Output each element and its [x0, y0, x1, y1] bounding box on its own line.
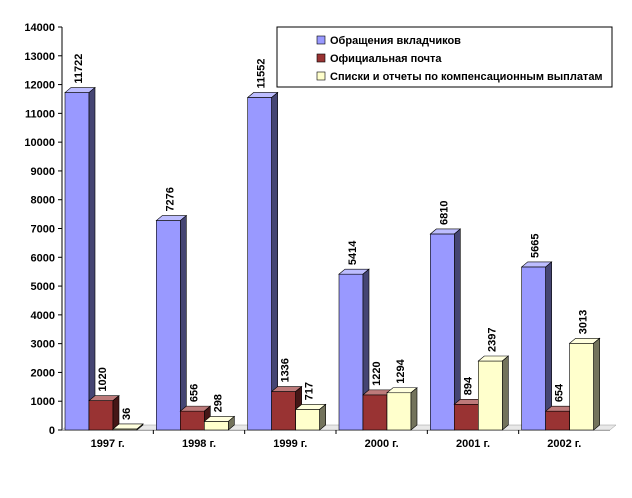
data-label: 11552: [256, 58, 268, 88]
bar-side: [180, 214, 187, 431]
bar: [386, 392, 412, 431]
data-label: 36: [121, 408, 133, 420]
bar: [430, 233, 455, 431]
x-category-label: 1999 г.: [273, 438, 307, 450]
y-tick-label: 2000: [31, 367, 55, 379]
data-label: 894: [462, 376, 474, 395]
data-label: 5414: [347, 240, 359, 265]
data-label: 1294: [395, 358, 407, 383]
bar: [271, 391, 296, 431]
y-tick-label: 9000: [31, 166, 55, 178]
bar: [64, 92, 90, 431]
x-category-label: 1998 г.: [182, 438, 216, 450]
data-label: 1336: [280, 358, 292, 382]
y-tick-label: 11000: [25, 108, 55, 120]
bar: [88, 400, 114, 431]
y-tick-label: 7000: [31, 224, 55, 236]
data-label: 6810: [438, 200, 450, 224]
bar: [521, 266, 546, 431]
data-label: 5665: [530, 233, 542, 257]
bar-side: [319, 403, 326, 431]
data-label: 656: [188, 384, 200, 402]
x-category-label: 2000 г.: [365, 438, 399, 450]
bar: [338, 273, 364, 431]
legend-label: Официальная почта: [330, 53, 442, 65]
y-tick-label: 10000: [24, 137, 55, 149]
y-tick-label: 14000: [24, 22, 55, 34]
bar-side: [545, 261, 552, 431]
bar-side: [136, 423, 144, 431]
y-tick-label: 0: [49, 425, 55, 437]
y-tick-label: 6000: [31, 252, 55, 264]
legend-label: Обращения вкладчиков: [330, 35, 461, 47]
x-category-label: 2001 г.: [456, 438, 490, 450]
data-label: 7276: [164, 187, 176, 211]
y-tick-label: 5000: [31, 281, 55, 293]
y-tick-label: 12000: [24, 80, 55, 92]
bar: [156, 220, 181, 431]
y-tick-label: 1000: [31, 396, 55, 408]
x-category-label: 1997 г.: [91, 438, 125, 450]
bar: [362, 394, 388, 431]
bar: [569, 342, 594, 431]
data-label: 717: [304, 382, 316, 400]
legend-swatch: [316, 71, 326, 81]
bar: [545, 410, 570, 431]
bar-side: [228, 415, 235, 431]
legend-box: [276, 26, 613, 88]
bar-side: [410, 387, 418, 431]
bar: [180, 410, 205, 431]
bar-side: [593, 337, 600, 431]
legend: Обращения вкладчиков Официальная почта Спи…: [276, 26, 613, 88]
legend-swatch: [316, 35, 326, 45]
bars-layer: [64, 86, 601, 431]
bar: [295, 409, 320, 431]
bar-side: [88, 86, 96, 431]
x-category-label: 2002 г.: [547, 438, 581, 450]
bar: [478, 360, 503, 431]
legend-swatch: [316, 53, 326, 63]
labels-layer: 11722 1020 36 7276 656 298 11552 1336 717 5414 122…: [73, 54, 590, 420]
data-label: 298: [212, 394, 224, 412]
data-label: 11722: [73, 54, 85, 84]
bar: [247, 97, 272, 431]
data-label: 1220: [371, 361, 383, 385]
y-tick-label: 13000: [24, 51, 55, 63]
data-label: 1020: [97, 367, 109, 391]
data-label: 3013: [578, 310, 590, 334]
y-tick-label: 3000: [31, 339, 55, 351]
y-tick-label: 4000: [31, 310, 55, 322]
bar-side: [271, 91, 278, 431]
bar: [204, 421, 229, 431]
y-tick-label: 8000: [31, 195, 55, 207]
legend-label: Списки и отчеты по компенсационным выпла…: [330, 71, 603, 83]
bar: [454, 403, 479, 431]
data-label: 654: [554, 383, 566, 402]
bar-side: [502, 355, 509, 431]
data-label: 2397: [486, 328, 498, 352]
